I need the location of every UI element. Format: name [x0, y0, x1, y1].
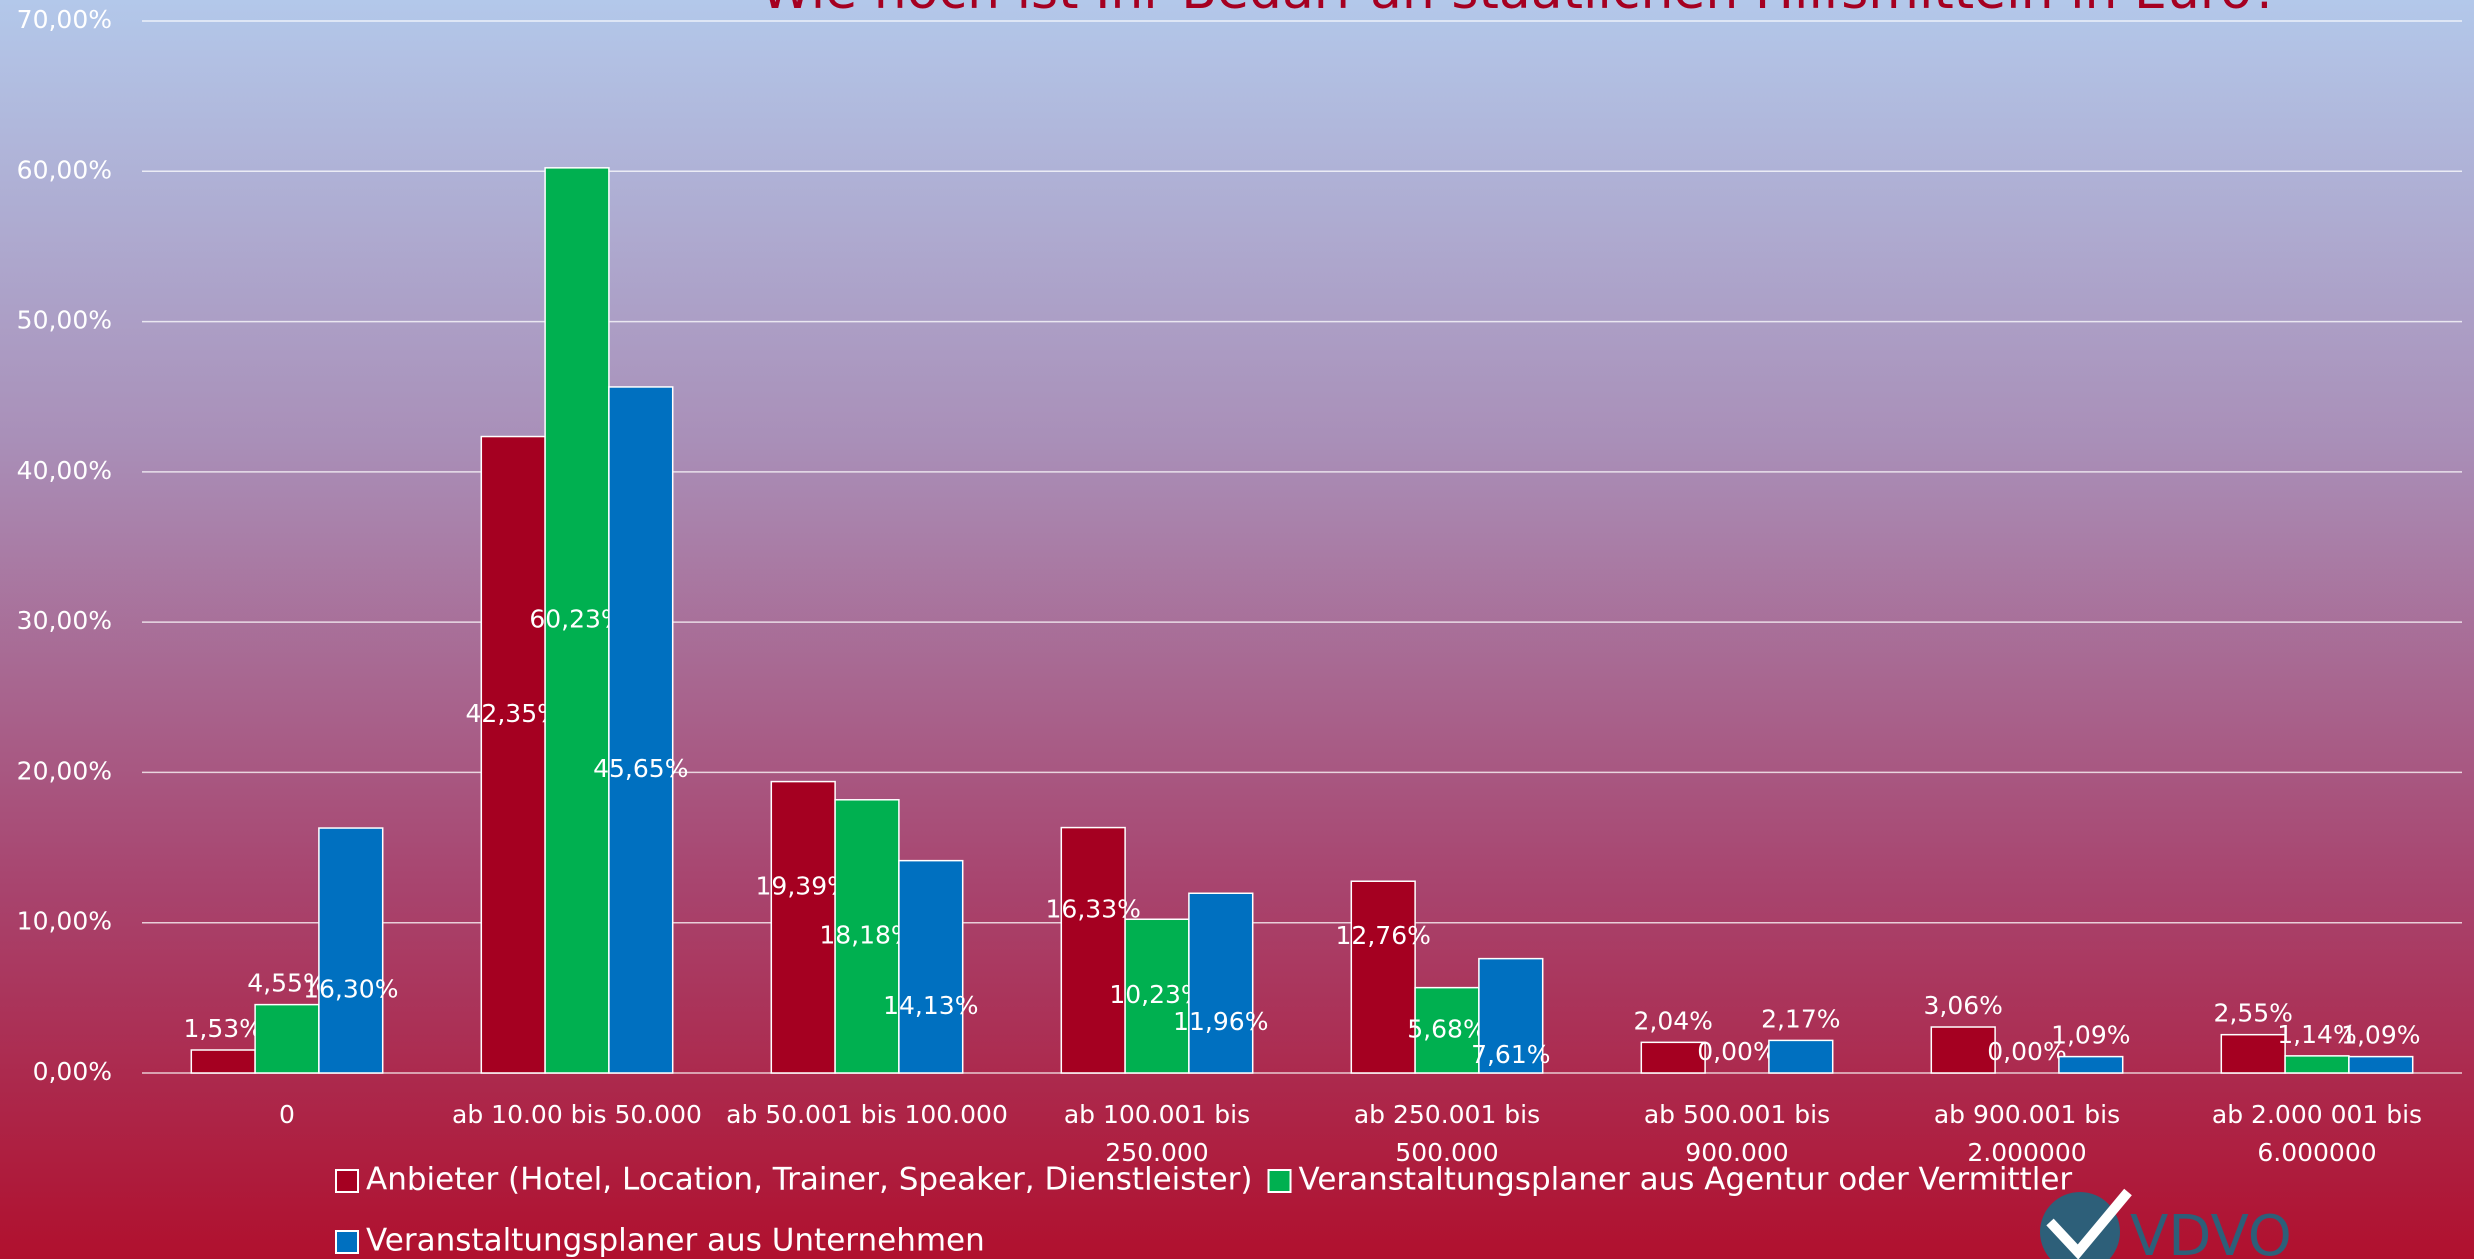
- chart: Wie hoch ist Ihr Bedarf an staatlichen H…: [0, 0, 2474, 1259]
- x-tick-label: ab 50.001 bis 100.000: [726, 1100, 1008, 1129]
- chart-title: Wie hoch ist Ihr Bedarf an staatlichen H…: [761, 0, 2280, 21]
- bar: [481, 437, 545, 1073]
- data-label: 3,06%: [1923, 991, 2002, 1020]
- data-label: 1,09%: [2341, 1021, 2420, 1050]
- y-tick-label: 60,00%: [17, 155, 112, 184]
- page: Wie hoch ist Ihr Bedarf an staatlichen H…: [0, 0, 2474, 1259]
- bar: [319, 828, 383, 1073]
- bar: [2221, 1035, 2285, 1073]
- bar: [1061, 828, 1125, 1073]
- legend-label: Veranstaltungsplaner aus Unternehmen: [366, 1223, 985, 1259]
- bar: [1769, 1040, 1833, 1073]
- data-label: 14,13%: [883, 991, 978, 1020]
- bar: [1351, 881, 1415, 1073]
- data-label: 11,96%: [1173, 1007, 1268, 1036]
- y-tick-label: 40,00%: [17, 456, 112, 485]
- y-tick-label: 70,00%: [17, 5, 112, 34]
- legend-swatch: [336, 1170, 358, 1192]
- bar: [899, 861, 963, 1073]
- legend-label: Veranstaltungsplaner aus Agentur oder Ve…: [1299, 1162, 2073, 1198]
- data-label: 1,53%: [183, 1014, 262, 1043]
- bar: [1189, 893, 1253, 1073]
- bar: [255, 1005, 319, 1073]
- legend-swatch: [336, 1231, 358, 1253]
- data-label: 7,61%: [1471, 1040, 1550, 1069]
- y-tick-label: 30,00%: [17, 606, 112, 635]
- y-tick-label: 10,00%: [17, 907, 112, 936]
- bar: [2349, 1057, 2413, 1073]
- data-label: 2,04%: [1633, 1006, 1712, 1035]
- y-tick-label: 50,00%: [17, 306, 112, 335]
- y-tick-label: 0,00%: [33, 1057, 112, 1086]
- x-tick-label: 0: [279, 1100, 295, 1129]
- data-label: 2,17%: [1761, 1004, 1840, 1033]
- legend-swatch: [1269, 1170, 1291, 1192]
- y-tick-label: 20,00%: [17, 756, 112, 785]
- data-label: 45,65%: [593, 754, 688, 783]
- bar: [2285, 1056, 2349, 1073]
- data-label: 12,76%: [1336, 921, 1431, 950]
- data-label: 0,00%: [1697, 1037, 1776, 1066]
- x-tick-label: ab 10.00 bis 50.000: [452, 1100, 702, 1129]
- logo-text: VDVO: [2130, 1204, 2292, 1259]
- data-label: 16,30%: [303, 975, 398, 1004]
- bar: [2059, 1057, 2123, 1073]
- bar: [191, 1050, 255, 1073]
- data-label: 1,09%: [2051, 1021, 2130, 1050]
- bar: [1641, 1042, 1705, 1073]
- bar: [609, 387, 673, 1073]
- bar: [1931, 1027, 1995, 1073]
- legend-label: Anbieter (Hotel, Location, Trainer, Spea…: [366, 1162, 1253, 1198]
